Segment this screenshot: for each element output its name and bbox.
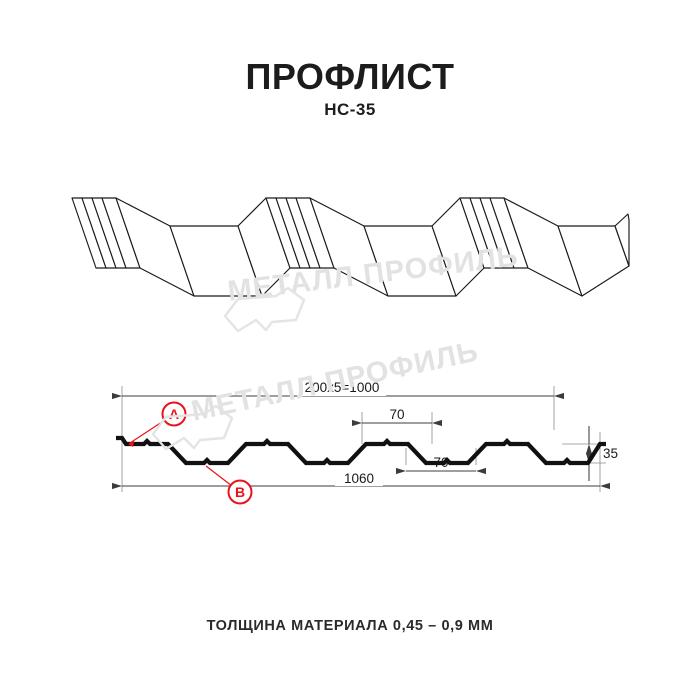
model-subtitle: НС-35 (324, 100, 376, 119)
dimension-pitch: 200x5=1000 (112, 380, 564, 400)
dimension-overall-width: 1060 (112, 470, 610, 490)
dimension-crest-label: 70 (389, 407, 404, 422)
dimension-crest-width: 70 (352, 407, 442, 427)
isometric-svg (71, 197, 630, 297)
watermark-logo-top (223, 286, 306, 333)
material-thickness-note: ТОЛЩИНА МАТЕРИАЛА 0,45 – 0,9 ММ (206, 618, 494, 634)
page-title: ПРОФЛИСТ (245, 56, 455, 97)
profile-outline (116, 435, 606, 466)
watermark-logo-bottom (151, 404, 234, 451)
callout-a-label: A (169, 406, 179, 422)
cross-section-svg: 200x5=1000 70 70 35 (112, 380, 618, 505)
dimension-height: 35 (585, 426, 618, 481)
dimension-pitch-label: 200x5=1000 (305, 380, 380, 395)
callout-b-label: B (235, 484, 245, 500)
isometric-sheet-view (70, 180, 630, 320)
callout-b: B (205, 465, 253, 505)
dimension-height-label: 35 (603, 446, 618, 461)
cross-section-view: 200x5=1000 70 70 35 (100, 370, 620, 510)
dimension-overall-label: 1060 (344, 471, 374, 486)
